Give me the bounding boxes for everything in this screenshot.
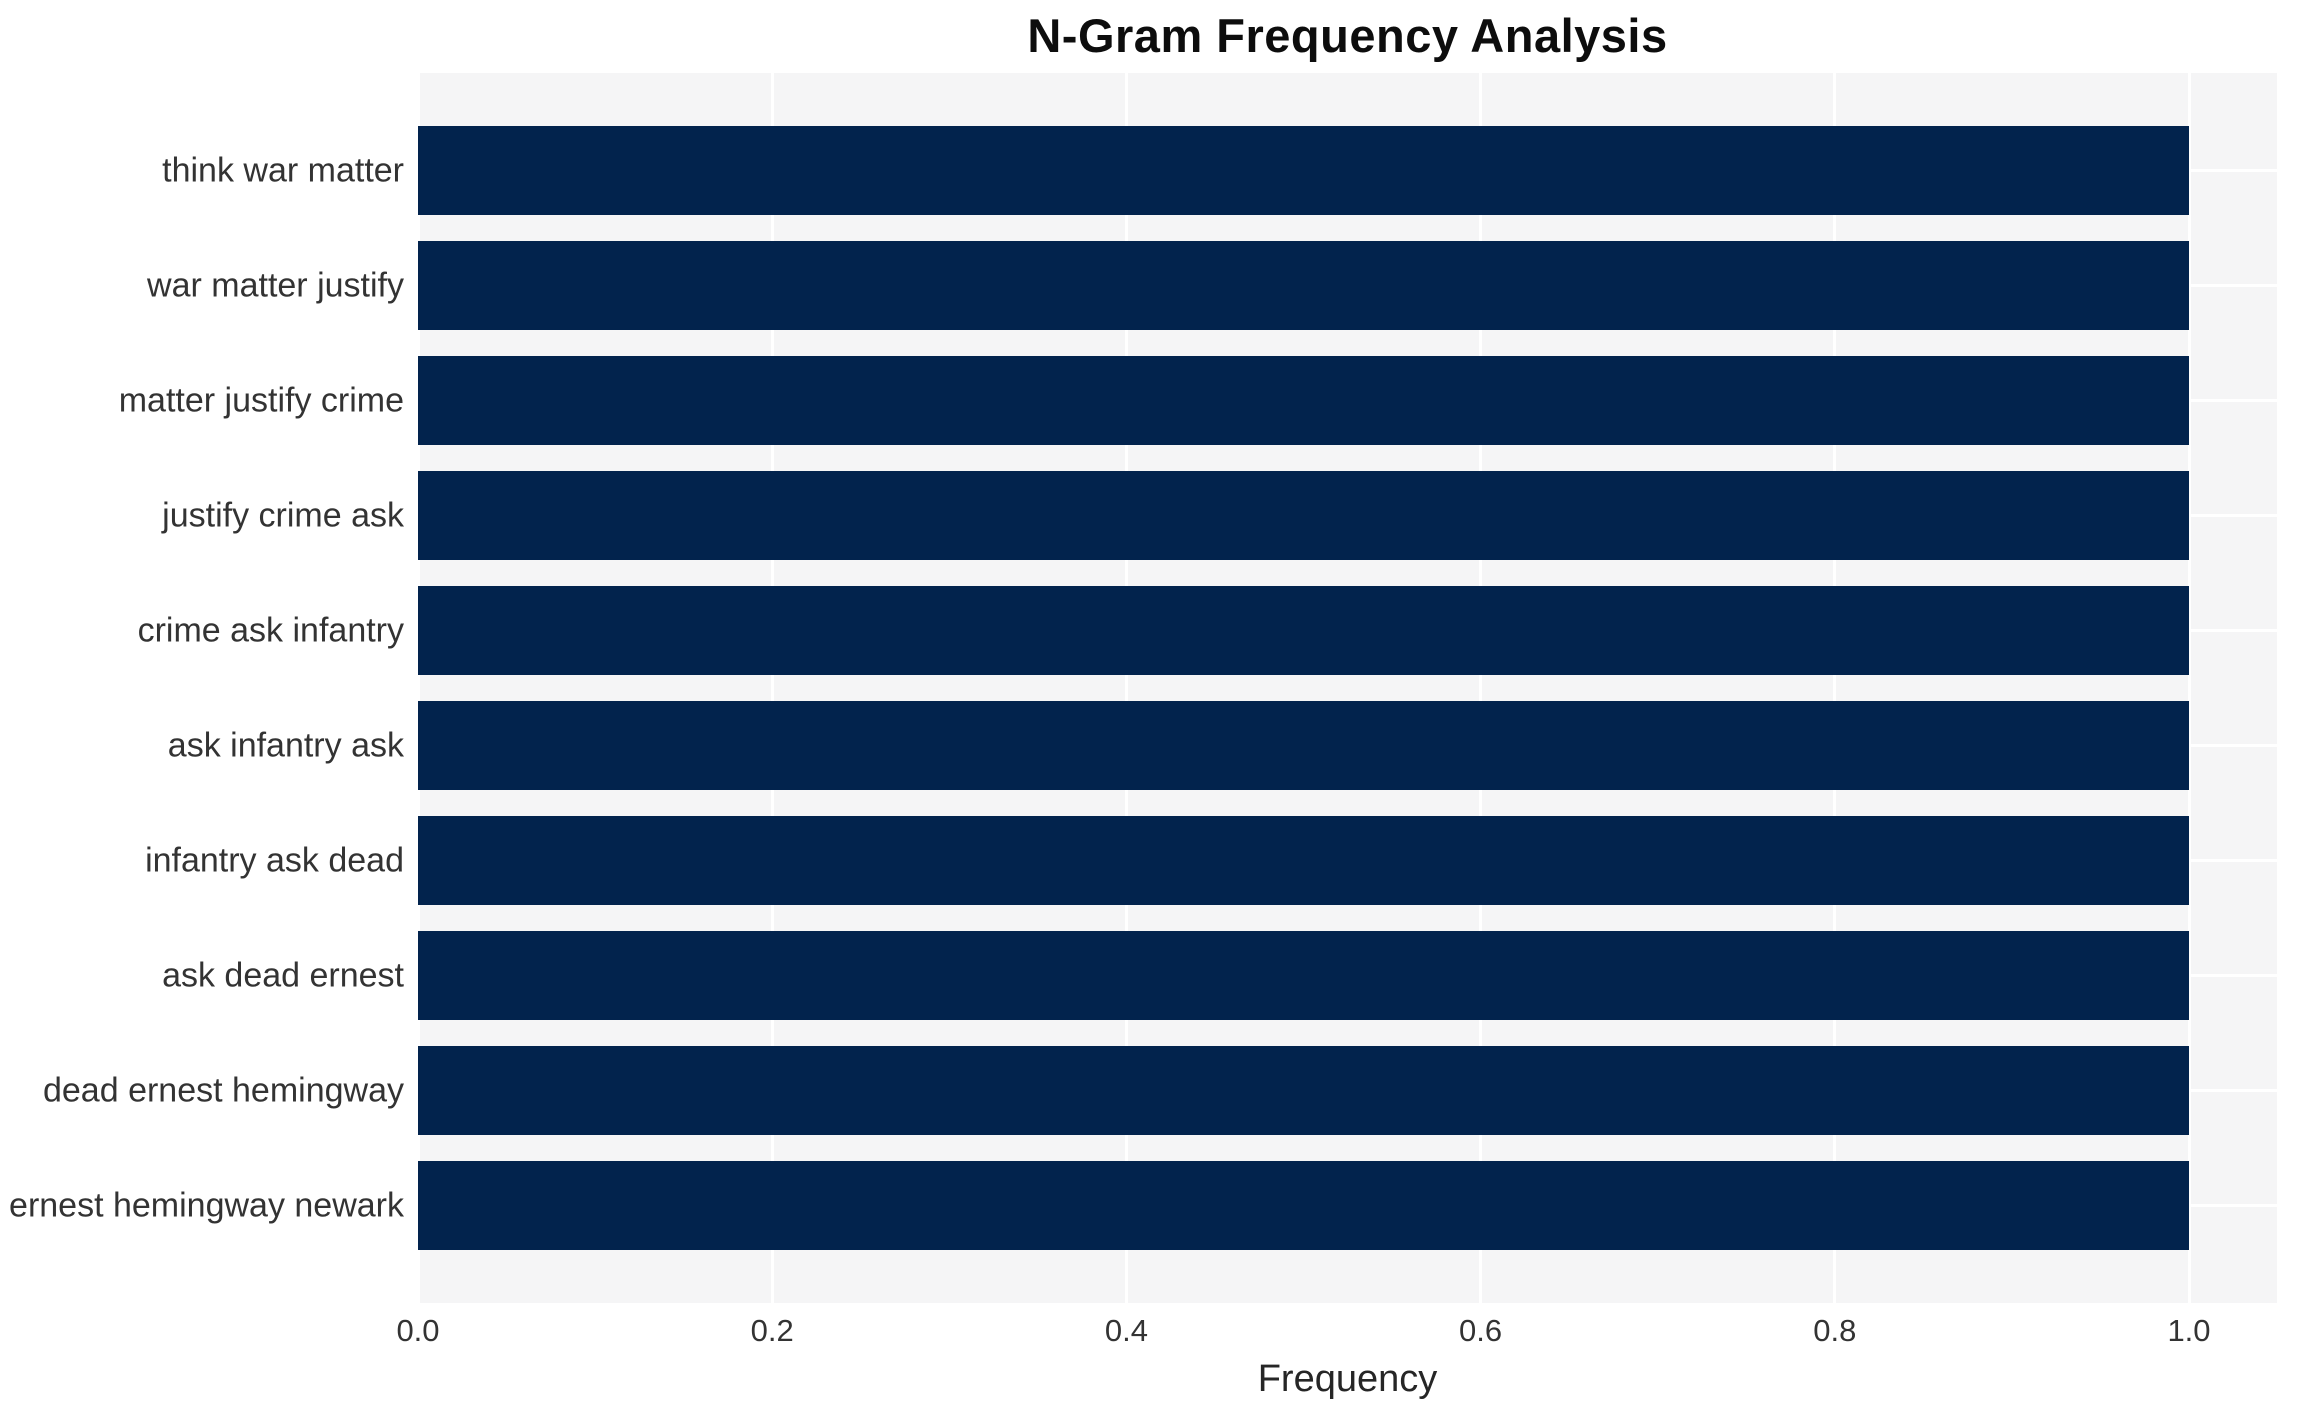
x-tick-label: 1.0 <box>2167 1313 2211 1348</box>
bar <box>418 241 2189 330</box>
gridline-vertical <box>2187 73 2191 1303</box>
x-tick-label: 0.4 <box>1104 1313 1148 1348</box>
y-tick-label: matter justify crime <box>118 381 404 419</box>
gridline-vertical <box>770 73 774 1303</box>
bar <box>418 1161 2189 1250</box>
chart-title: N-Gram Frequency Analysis <box>1027 9 1668 62</box>
y-axis-labels: think war matter war matter justify matter… <box>0 73 404 1303</box>
x-axis-tick-labels: 0.0 0.2 0.4 0.6 0.8 1.0 <box>396 1313 2277 1355</box>
y-tick-label: justify crime ask <box>162 496 404 534</box>
gridline-vertical <box>1479 73 1483 1303</box>
bar <box>418 126 2189 215</box>
y-tick-label: crime ask infantry <box>137 611 404 649</box>
x-tick-label: 0.0 <box>396 1313 440 1348</box>
y-tick-label: ask infantry ask <box>167 726 404 764</box>
y-tick-label: ernest hemingway newark <box>9 1186 404 1224</box>
bar <box>418 931 2189 1020</box>
y-tick-label: dead ernest hemingway <box>42 1071 404 1109</box>
plot-area <box>418 73 2277 1303</box>
x-axis-title: Frequency <box>1257 1358 1438 1400</box>
gridline-vertical <box>418 73 420 1303</box>
gridline-vertical <box>1124 73 1128 1303</box>
y-tick-label: war matter justify <box>147 266 404 304</box>
bar <box>418 816 2189 905</box>
x-tick-label: 0.2 <box>750 1313 794 1348</box>
y-tick-label: ask dead ernest <box>162 956 404 994</box>
bar <box>418 586 2189 675</box>
x-tick-label: 0.6 <box>1459 1313 1503 1348</box>
gridline-vertical <box>1833 73 1837 1303</box>
y-tick-label: think war matter <box>162 151 404 189</box>
y-tick-label: infantry ask dead <box>145 841 404 879</box>
bar <box>418 471 2189 560</box>
bar <box>418 701 2189 790</box>
x-tick-label: 0.8 <box>1813 1313 1857 1348</box>
bar <box>418 1046 2189 1135</box>
bar <box>418 356 2189 445</box>
